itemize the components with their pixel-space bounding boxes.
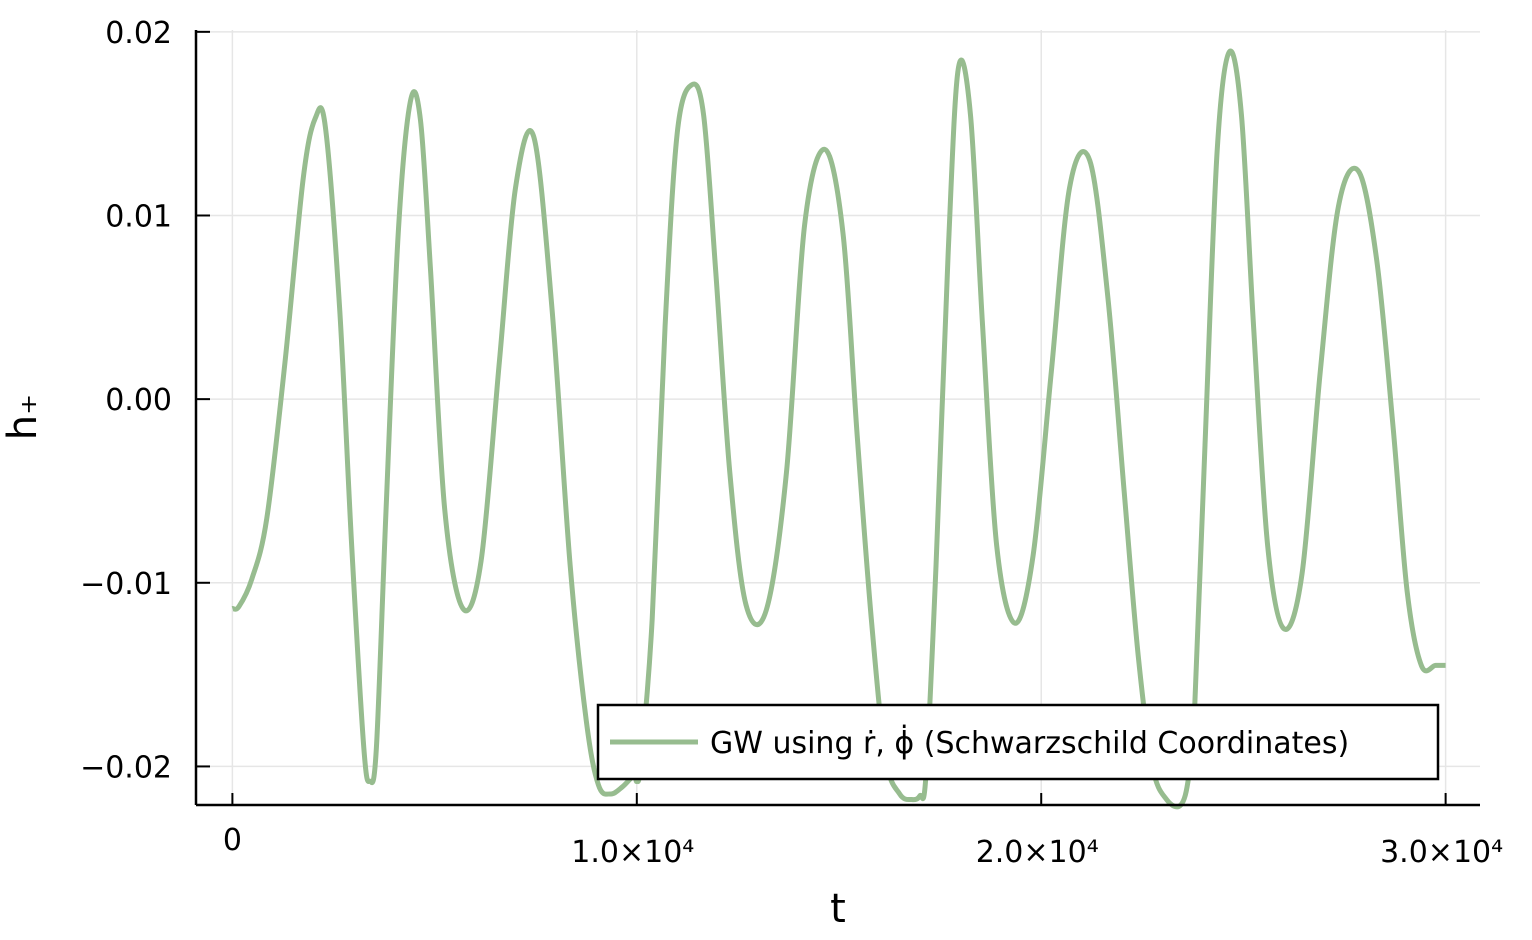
y-axis-label: h₊	[0, 394, 46, 440]
y-tick-label: 0.01	[105, 199, 172, 234]
x-tick-label: 3.0×10⁴	[1380, 835, 1503, 870]
series-line	[231, 48, 1446, 810]
y-tick-label: −0.02	[80, 750, 172, 785]
y-tick-label: −0.01	[80, 567, 172, 602]
x-tick-label: 1.0×10⁴	[571, 835, 694, 870]
x-tick-label: 2.0×10⁴	[976, 835, 1099, 870]
ticks: 0 1.0×10⁴ 2.0×10⁴ 3.0×10⁴ 0.02 0.01 0.00 −0.01 −…	[80, 16, 1503, 870]
series-layer	[231, 48, 1446, 810]
x-axis-label: t	[830, 886, 846, 932]
y-tick-label: 0.00	[105, 383, 172, 418]
y-tick-label: 0.02	[105, 16, 172, 51]
legend: GW using ṙ, ϕ̇ (Schwarzschild Coordinate…	[596, 703, 1440, 781]
x-tick-label: 0	[223, 823, 242, 858]
axes	[194, 30, 1480, 807]
legend-label: GW using ṙ, ϕ̇ (Schwarzschild Coordinate…	[710, 724, 1349, 761]
legend-box	[596, 703, 1440, 781]
